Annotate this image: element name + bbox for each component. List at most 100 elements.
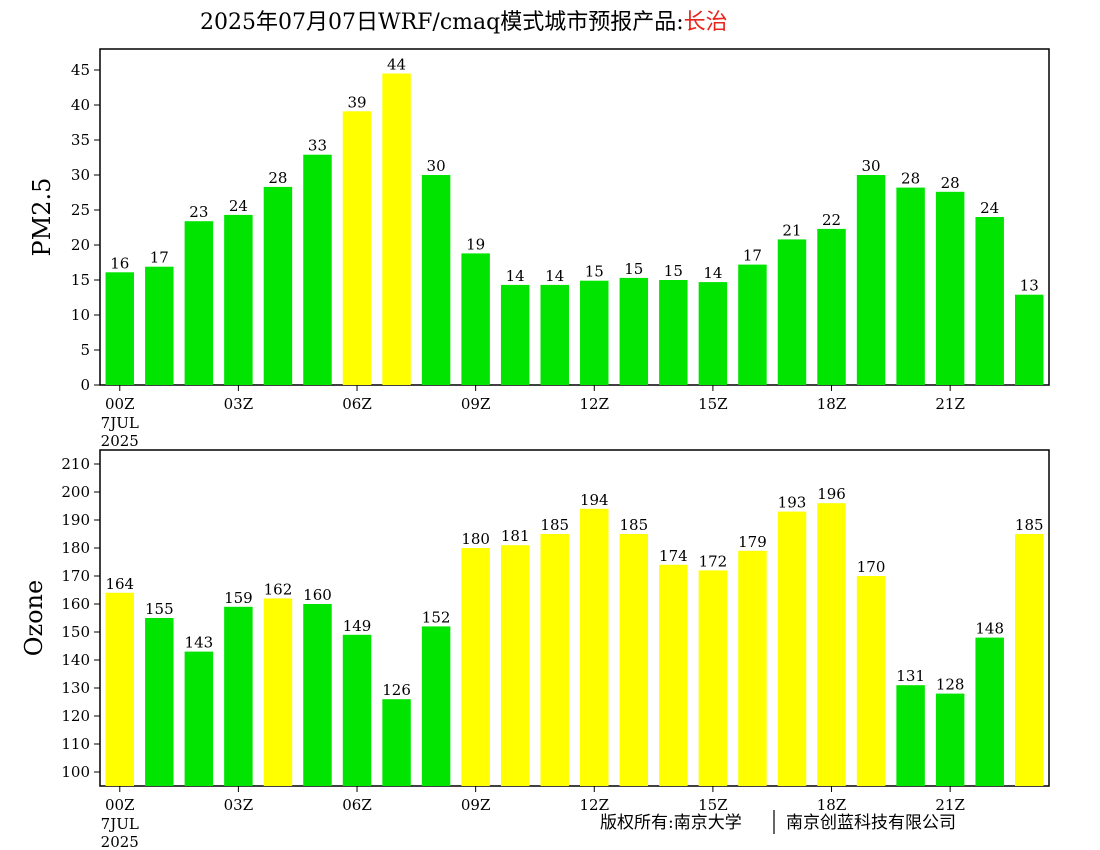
pm25-y-tick-label: 0	[80, 376, 90, 394]
pm25-bar	[184, 221, 214, 385]
ozone-x-tick-label: 09Z	[461, 796, 491, 814]
pm25-value-label: 14	[703, 264, 722, 282]
pm25-value-label: 23	[189, 203, 208, 221]
pm25-y-tick-label: 25	[71, 201, 90, 219]
ozone-y-tick-label: 190	[61, 511, 90, 529]
ozone-bar	[1014, 534, 1044, 786]
ozone-bar	[659, 564, 688, 786]
pm25-x-tick-label: 15Z	[698, 395, 728, 413]
pm25-bar	[500, 284, 530, 385]
pm25-bar	[777, 239, 807, 385]
ozone-value-label: 196	[817, 485, 846, 503]
ozone-y-tick-label: 130	[61, 679, 90, 697]
ozone-bar	[935, 693, 965, 786]
footer-copyright-left: 版权所有:南京大学	[600, 813, 742, 833]
ozone-value-label: 181	[501, 527, 530, 545]
pm25-bar	[342, 111, 372, 386]
pm25-x-tick-label: 12Z	[580, 395, 610, 413]
pm25-x-tick-label: 09Z	[461, 395, 491, 413]
ozone-x-date-label: 7JUL	[101, 815, 139, 833]
ozone-bar	[540, 534, 569, 786]
ozone-bar	[698, 570, 728, 786]
ozone-bar	[263, 598, 293, 786]
pm25-value-label: 17	[743, 247, 762, 265]
ozone-bar	[224, 606, 253, 786]
pm25-value-label: 15	[624, 260, 643, 278]
ozone-y-tick-label: 100	[61, 763, 90, 781]
pm25-x-tick-label: 00Z	[105, 395, 135, 413]
pm25-value-label: 28	[268, 169, 287, 187]
pm25-value-label: 14	[506, 267, 525, 285]
ozone-bar	[421, 626, 451, 786]
pm25-bar	[421, 175, 451, 385]
pm25-bar	[580, 280, 609, 385]
ozone-bar	[105, 592, 135, 786]
ozone-y-tick-label: 110	[61, 735, 90, 753]
ozone-y-tick-label: 120	[61, 707, 90, 725]
pm25-y-axis-label: PM2.5	[28, 178, 56, 257]
pm25-value-label: 30	[862, 157, 881, 175]
ozone-x-tick-label: 03Z	[224, 796, 254, 814]
ozone-bar	[303, 604, 332, 786]
pm25-y-tick-label: 5	[80, 341, 90, 359]
ozone-bar	[738, 550, 767, 786]
pm25-bar	[540, 284, 569, 385]
ozone-bar	[145, 618, 174, 786]
pm25-value-label: 17	[150, 249, 169, 267]
ozone-value-label: 179	[738, 533, 767, 551]
ozone-bar	[817, 503, 846, 786]
pm25-x-tick-label: 06Z	[342, 395, 372, 413]
ozone-value-label: 193	[778, 494, 807, 512]
ozone-value-label: 155	[145, 600, 174, 618]
pm25-bar	[105, 272, 135, 385]
ozone-value-label: 162	[264, 580, 293, 598]
ozone-value-label: 149	[343, 617, 372, 635]
pm25-bar	[224, 214, 253, 385]
pm25-y-tick-label: 40	[71, 96, 90, 114]
ozone-bar	[777, 511, 807, 786]
pm25-value-label: 24	[980, 199, 999, 217]
pm25-bar	[619, 277, 649, 385]
pm25-value-label: 33	[308, 137, 327, 155]
chart-title: 2025年07月07日WRF/cmaq模式城市预报产品:长治	[200, 10, 728, 35]
ozone-bar	[184, 651, 214, 786]
ozone-x-tick-label: 00Z	[105, 796, 135, 814]
ozone-y-axis-label: Ozone	[20, 580, 48, 656]
pm25-bar	[1014, 294, 1044, 385]
pm25-value-label: 44	[387, 56, 406, 74]
pm25-bar	[935, 191, 965, 385]
pm25-bar	[975, 217, 1004, 385]
ozone-x-tick-label: 12Z	[580, 796, 610, 814]
pm25-x-tick-label: 03Z	[224, 395, 254, 413]
ozone-value-label: 159	[224, 589, 253, 607]
ozone-bar	[896, 685, 925, 786]
ozone-value-label: 126	[382, 681, 411, 699]
ozone-y-tick-label: 140	[61, 651, 90, 669]
ozone-y-tick-label: 160	[61, 595, 90, 613]
ozone-value-label: 143	[185, 634, 214, 652]
ozone-value-label: 174	[659, 547, 688, 565]
ozone-bar	[619, 534, 649, 786]
pm25-value-label: 19	[466, 235, 485, 253]
ozone-y-tick-label: 200	[61, 483, 90, 501]
pm25-value-label: 28	[901, 170, 920, 188]
pm25-x-date-label: 2025	[101, 432, 139, 450]
pm25-value-label: 22	[822, 211, 841, 229]
ozone-y-tick-label: 170	[61, 567, 90, 585]
pm25-bar	[659, 280, 688, 385]
pm25-bar	[303, 154, 332, 385]
pm25-bar	[263, 186, 293, 385]
pm25-value-label: 15	[585, 263, 604, 281]
ozone-x-tick-label: 18Z	[817, 796, 847, 814]
ozone-bar	[856, 576, 886, 786]
pm25-value-label: 30	[427, 157, 446, 175]
ozone-x-tick-label: 06Z	[342, 796, 372, 814]
pm25-bar	[461, 253, 490, 385]
pm25-x-tick-label: 21Z	[935, 395, 965, 413]
chart-title-prefix: 2025年07月07日WRF/cmaq模式城市预报产品:	[200, 10, 684, 35]
ozone-value-label: 185	[540, 516, 569, 534]
pm25-y-tick-label: 10	[71, 306, 90, 324]
ozone-value-label: 172	[699, 552, 728, 570]
ozone-x-tick-label: 15Z	[698, 796, 728, 814]
